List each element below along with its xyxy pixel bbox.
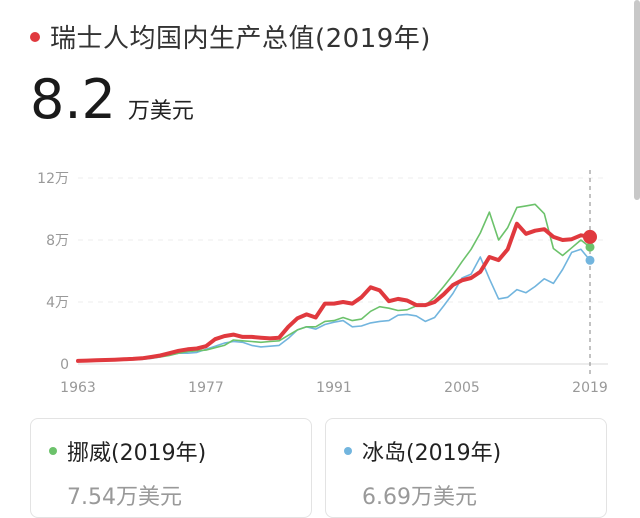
- y-tick-label: 8万: [46, 233, 69, 249]
- y-tick-label: 4万: [46, 295, 69, 311]
- x-tick-label: 2005: [444, 380, 480, 396]
- card-iceland[interactable]: 冰岛(2019年) 6.69万美元: [325, 418, 607, 518]
- headline-unit: 万美元: [127, 99, 194, 124]
- norway-value: 7.54万美元: [67, 485, 182, 510]
- scrollbar[interactable]: [634, 0, 640, 200]
- page-title: 瑞士人均国内生产总值(2019年): [50, 24, 431, 54]
- headline-number: 8.2: [30, 68, 116, 131]
- x-tick-label: 1977: [188, 380, 224, 396]
- x-tick-label: 1991: [316, 380, 352, 396]
- norway-label: 挪威(2019年): [67, 441, 207, 466]
- series-line-0: [76, 221, 592, 363]
- headline-value: 8.2 万美元: [30, 68, 194, 131]
- x-tick-label: 2019: [572, 380, 608, 396]
- series-end-marker-0: [583, 229, 597, 244]
- line-chart[interactable]: 0 4万 8万 12万 1963 1977 1991 2005 2019: [0, 160, 640, 405]
- series-color-dot: [30, 31, 40, 42]
- y-tick-label: 12万: [37, 171, 69, 187]
- series-line-1: [77, 203, 591, 363]
- iceland-label: 冰岛(2019年): [362, 441, 502, 466]
- chart-header: 瑞士人均国内生产总值(2019年): [30, 18, 431, 55]
- series-end-marker-1: [585, 242, 595, 252]
- y-tick-label: 0: [60, 357, 69, 373]
- x-tick-label: 1963: [60, 380, 96, 396]
- card-norway[interactable]: 挪威(2019年) 7.54万美元: [30, 418, 312, 518]
- norway-color-dot: [49, 447, 57, 455]
- iceland-color-dot: [344, 447, 352, 455]
- iceland-value: 6.69万美元: [362, 485, 477, 510]
- series-end-marker-2: [585, 255, 595, 265]
